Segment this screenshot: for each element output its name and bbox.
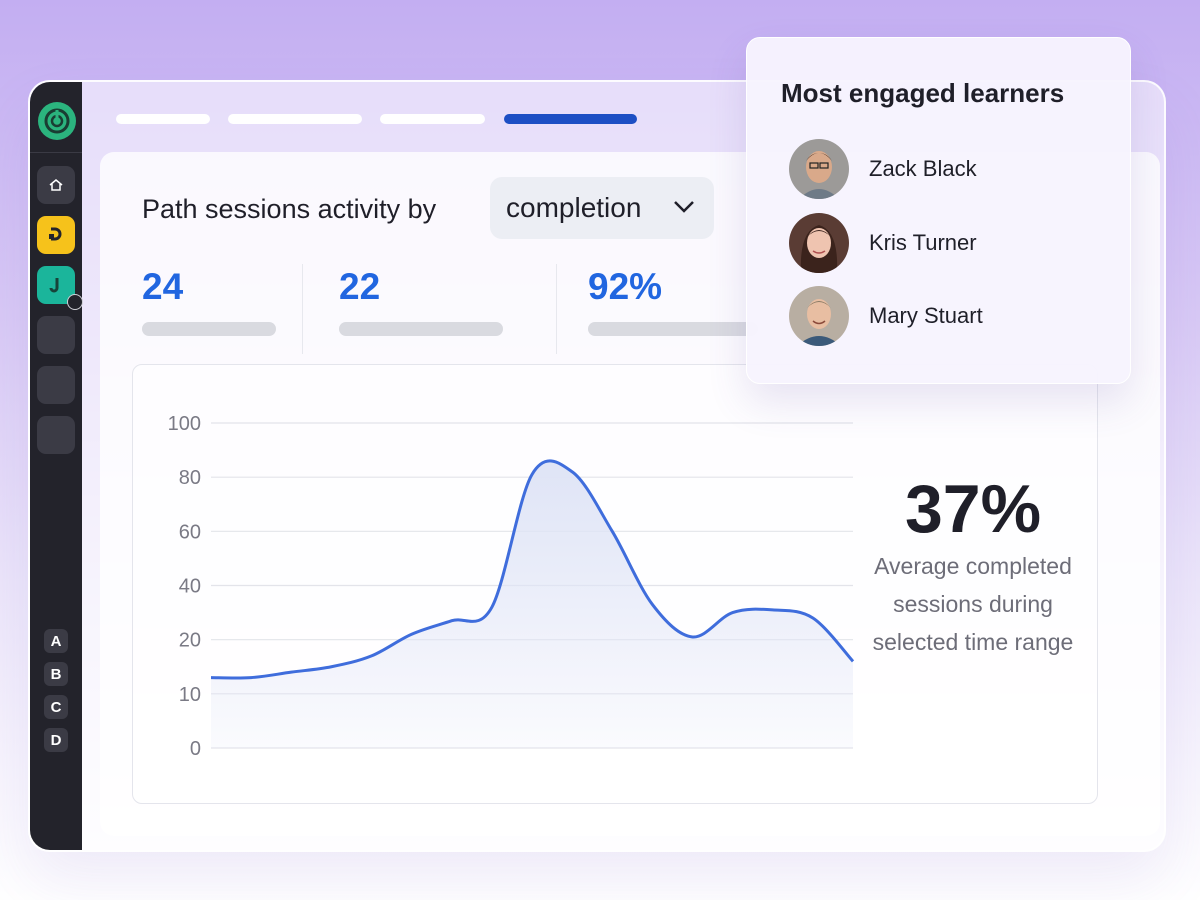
sidebar-letter-c[interactable]: C <box>44 695 68 719</box>
sidebar: A B C D <box>30 82 83 850</box>
popup-title: Most engaged learners <box>781 78 1065 108</box>
stat-value: 92% <box>588 266 663 307</box>
journey-icon <box>49 278 59 293</box>
sidebar-item-home[interactable] <box>37 166 75 204</box>
tab-placeholder-3[interactable] <box>380 114 485 124</box>
chevron-down-icon <box>674 201 694 213</box>
sidebar-item-placeholder[interactable] <box>37 316 75 354</box>
sidebar-letter-b[interactable]: B <box>44 662 68 686</box>
learner-row[interactable]: Kris Turner <box>789 213 1109 273</box>
series-line <box>210 459 855 680</box>
metric-dropdown-value: completion <box>506 192 642 223</box>
metric-dropdown[interactable]: completion <box>490 177 714 239</box>
learner-row[interactable]: Mary Stuart <box>789 286 1109 346</box>
home-icon <box>49 179 63 191</box>
y-tick-label: 60 <box>179 521 201 543</box>
brand-logo-icon[interactable] <box>38 102 76 140</box>
stat-label-placeholder <box>339 322 503 336</box>
learner-name: Mary Stuart <box>869 303 983 328</box>
y-tick-label: 10 <box>179 684 201 706</box>
avatar <box>789 139 849 199</box>
stat-value: 22 <box>339 266 381 307</box>
activity-card: Path sessions activity by completion 24 … <box>100 152 1160 836</box>
learner-row[interactable]: Zack Black <box>789 139 1109 199</box>
learner-name: Kris Turner <box>869 230 977 255</box>
activity-title: Path sessions activity by <box>142 194 437 224</box>
y-tick-label: 80 <box>179 467 201 489</box>
y-tick-label: 100 <box>168 413 201 435</box>
summary-percentage: 37% <box>904 471 1042 547</box>
stat-label-placeholder <box>142 322 276 336</box>
clock-icon <box>67 294 83 310</box>
avatar <box>789 213 849 273</box>
tab-placeholder-2[interactable] <box>228 114 362 124</box>
stat-divider <box>302 264 303 354</box>
summary-caption: Average completed sessions during select… <box>872 553 1074 655</box>
sidebar-item-path[interactable] <box>37 216 75 254</box>
sidebar-item-placeholder[interactable] <box>37 416 75 454</box>
tab-active[interactable] <box>504 114 637 124</box>
learner-name: Zack Black <box>869 156 977 181</box>
y-tick-label: 20 <box>179 630 201 652</box>
chart-panel: 0 10 20 40 60 80 100 37% Average completed ses… <box>132 364 1098 804</box>
path-icon <box>49 227 62 241</box>
stat-divider <box>556 264 557 354</box>
area-fill <box>211 460 853 748</box>
stat-label-placeholder <box>588 322 758 336</box>
engaged-learners-popup: Most engaged learners Zack Black K <box>746 37 1131 384</box>
y-tick-label: 0 <box>190 738 201 760</box>
stat-value: 24 <box>142 266 184 307</box>
sidebar-item-placeholder[interactable] <box>37 366 75 404</box>
sidebar-divider <box>30 152 82 153</box>
y-tick-label: 40 <box>179 576 201 598</box>
sidebar-letter-a[interactable]: A <box>44 629 68 653</box>
tab-placeholder-1[interactable] <box>116 114 210 124</box>
completion-area-chart: 0 10 20 40 60 80 100 <box>168 413 855 760</box>
sidebar-item-journey[interactable] <box>37 266 83 310</box>
avatar <box>789 286 849 346</box>
sidebar-letter-d[interactable]: D <box>44 728 68 752</box>
